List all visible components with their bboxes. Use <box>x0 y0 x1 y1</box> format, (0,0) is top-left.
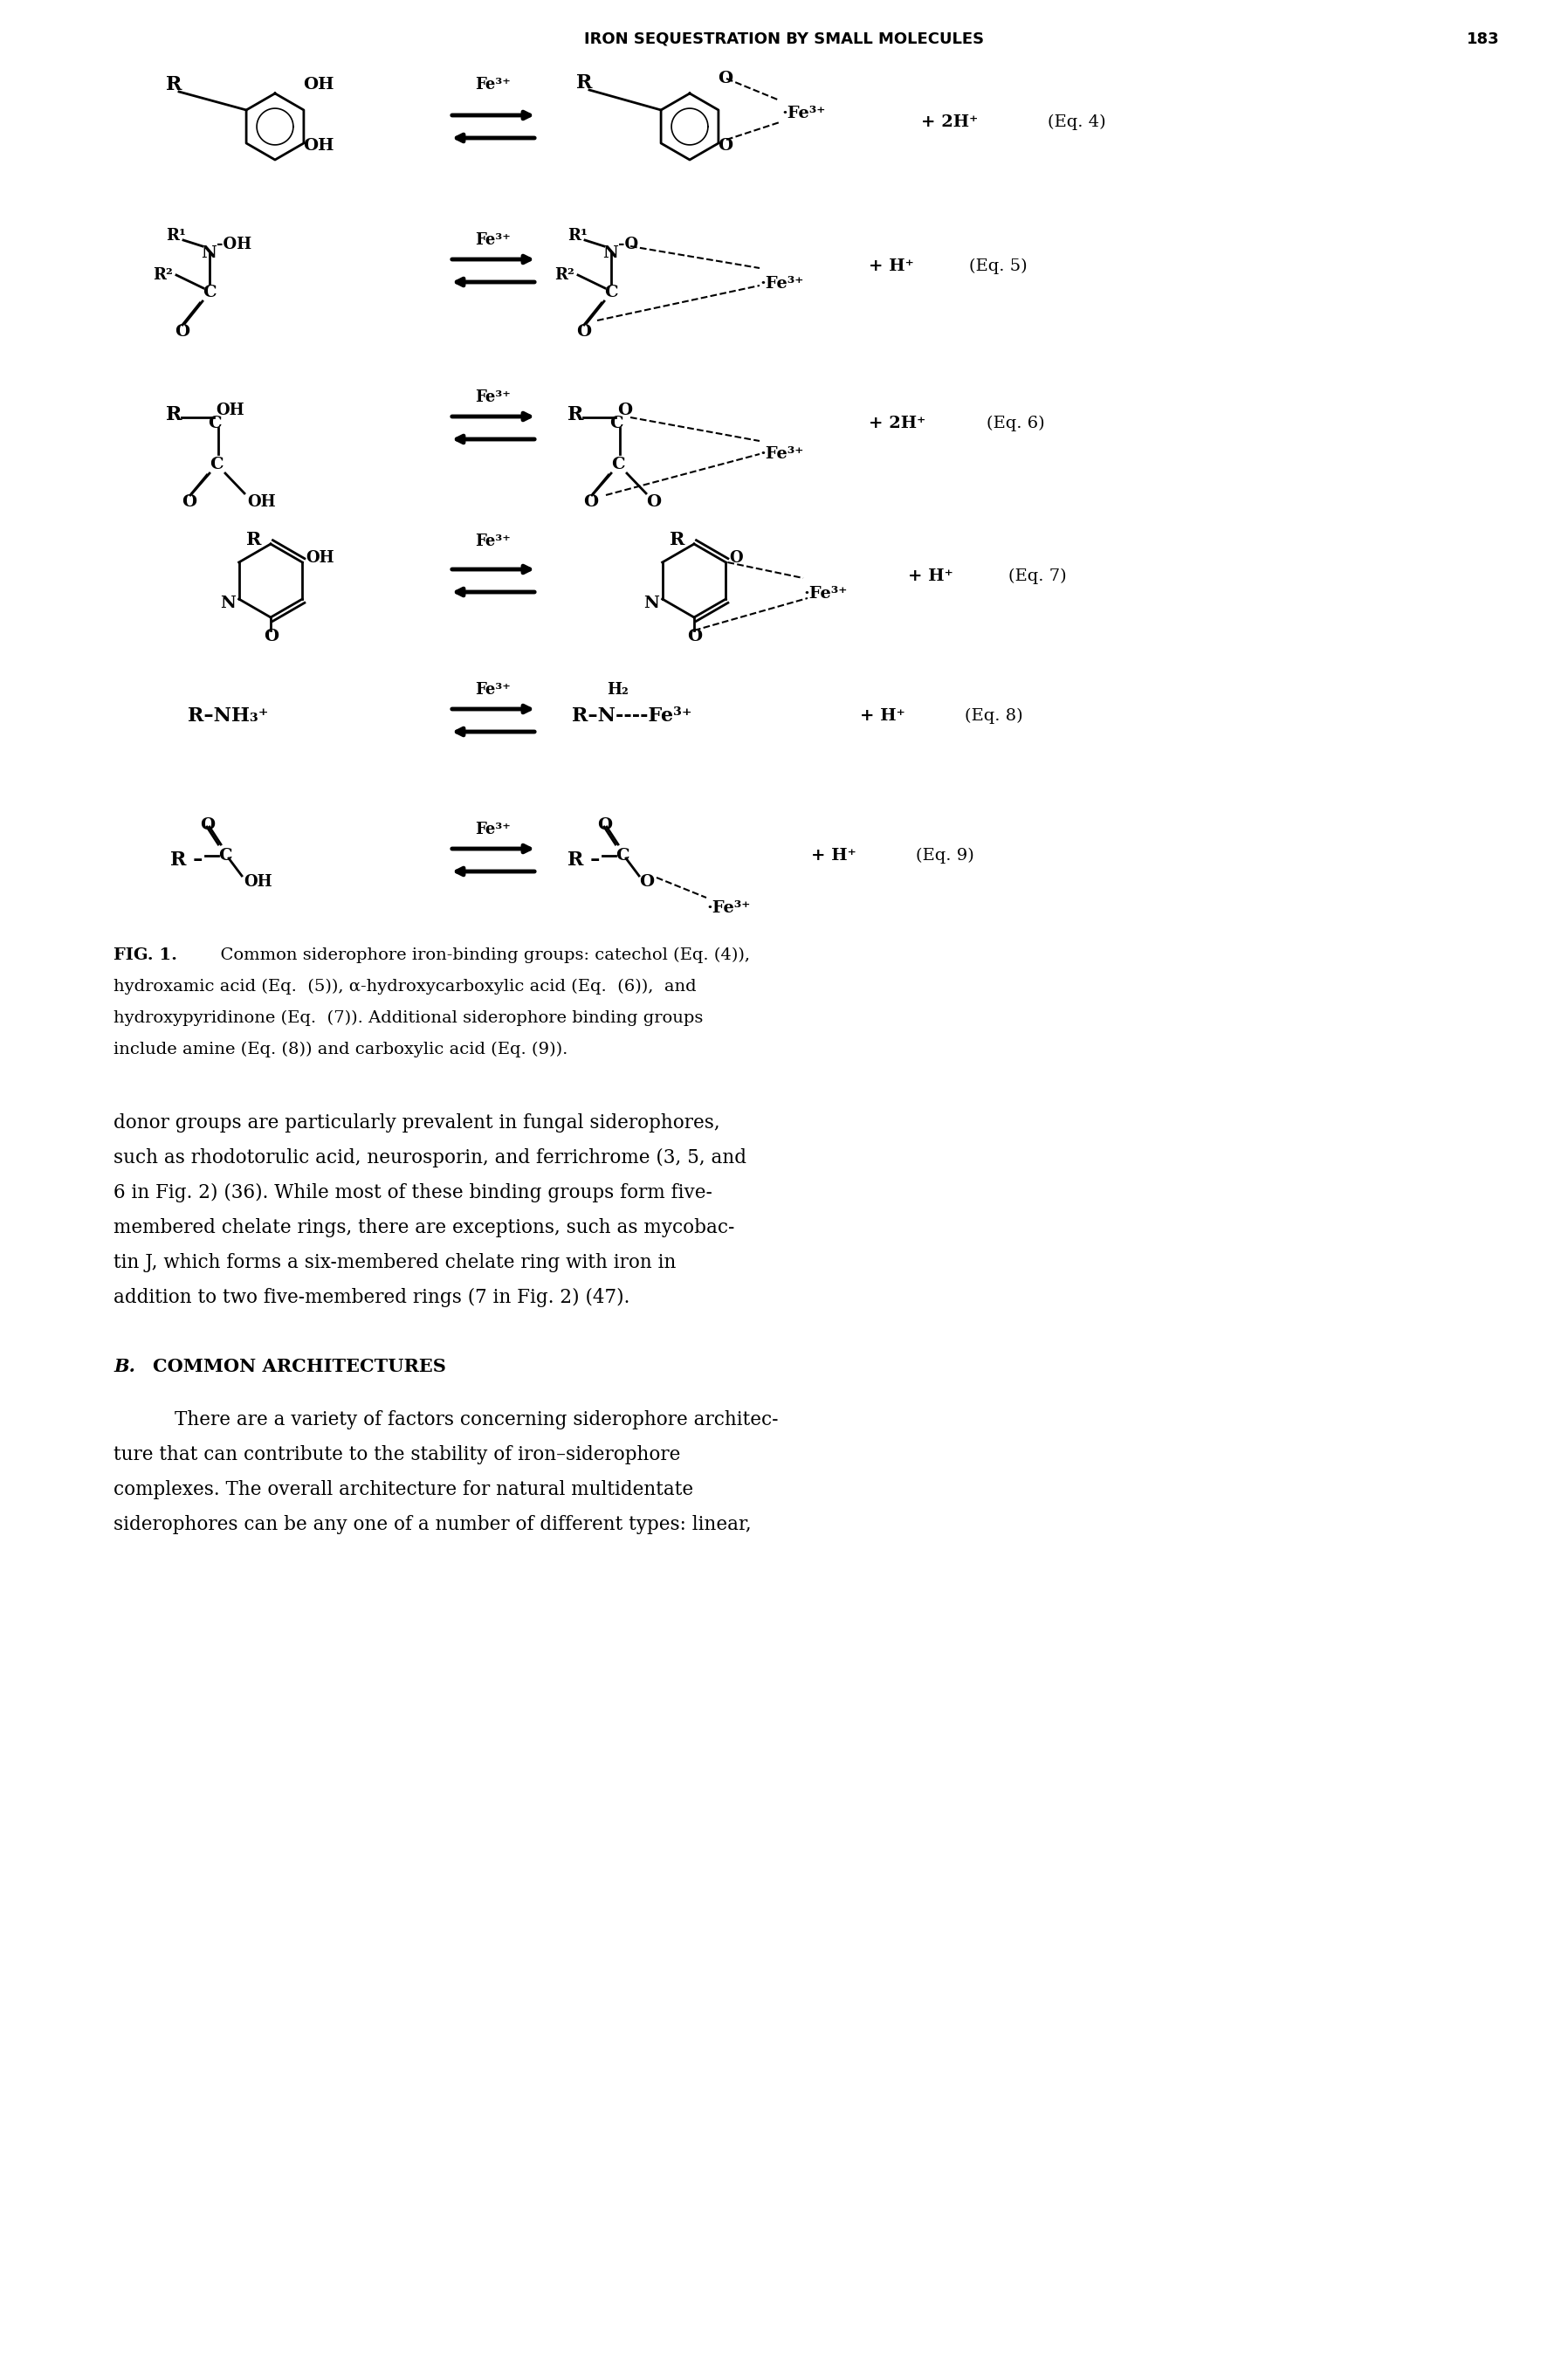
Text: H₂: H₂ <box>607 683 629 697</box>
Text: + 2H⁺: + 2H⁺ <box>869 416 925 432</box>
Text: O: O <box>718 71 732 87</box>
Text: -OH: -OH <box>216 236 251 253</box>
Text: C: C <box>218 848 232 864</box>
Text: N: N <box>643 595 659 612</box>
Text: OH: OH <box>216 402 245 418</box>
Text: C: C <box>209 416 221 432</box>
Text: R: R <box>670 531 685 548</box>
Text: IRON SEQUESTRATION BY SMALL MOLECULES: IRON SEQUESTRATION BY SMALL MOLECULES <box>583 31 985 47</box>
Text: R²: R² <box>555 267 574 283</box>
Text: O: O <box>263 628 279 645</box>
Text: OH: OH <box>248 494 276 510</box>
Text: There are a variety of factors concerning siderophore architec-: There are a variety of factors concernin… <box>174 1410 778 1429</box>
Text: R¹: R¹ <box>568 227 588 243</box>
Text: complexes. The overall architecture for natural multidentate: complexes. The overall architecture for … <box>113 1481 693 1500</box>
Text: (Eq. 4): (Eq. 4) <box>1047 113 1105 130</box>
Text: R²: R² <box>152 267 172 283</box>
Text: R¹: R¹ <box>166 227 187 243</box>
Text: Fe³⁺: Fe³⁺ <box>475 231 511 248</box>
Text: O: O <box>729 550 743 567</box>
Text: Fe³⁺: Fe³⁺ <box>475 822 511 839</box>
Text: ture that can contribute to the stability of iron–siderophore: ture that can contribute to the stabilit… <box>113 1446 681 1464</box>
Text: R: R <box>246 531 262 548</box>
Text: OH: OH <box>306 550 334 567</box>
Text: ·Fe³⁺: ·Fe³⁺ <box>759 446 803 463</box>
Text: + 2H⁺: + 2H⁺ <box>920 113 978 130</box>
Text: R –: R – <box>171 850 202 869</box>
Text: ·Fe³⁺: ·Fe³⁺ <box>803 586 847 602</box>
Text: O: O <box>583 494 597 510</box>
Text: N: N <box>602 246 618 262</box>
Text: FIG. 1.: FIG. 1. <box>113 947 177 964</box>
Text: C: C <box>616 848 629 864</box>
Text: C: C <box>610 416 622 432</box>
Text: + H⁺: + H⁺ <box>869 257 914 274</box>
Text: O: O <box>597 817 612 834</box>
Text: Fe³⁺: Fe³⁺ <box>475 78 511 92</box>
Text: 6 in Fig. 2) (36). While most of these binding groups form five-: 6 in Fig. 2) (36). While most of these b… <box>113 1183 712 1202</box>
Text: O: O <box>646 494 662 510</box>
Text: Fe³⁺: Fe³⁺ <box>475 390 511 406</box>
Text: Fe³⁺: Fe³⁺ <box>475 534 511 550</box>
Text: O: O <box>201 817 215 834</box>
Text: hydroxypyridinone (Eq.  (7)). Additional siderophore binding groups: hydroxypyridinone (Eq. (7)). Additional … <box>113 1011 702 1025</box>
Text: ·Fe³⁺: ·Fe³⁺ <box>759 276 803 291</box>
Text: O: O <box>575 324 591 340</box>
Text: C: C <box>604 286 618 300</box>
Text: 183: 183 <box>1466 31 1499 47</box>
Text: hydroxamic acid (Eq.  (5)), α-hydroxycarboxylic acid (Eq.  (6)),  and: hydroxamic acid (Eq. (5)), α-hydroxycarb… <box>113 978 696 994</box>
Text: + H⁺: + H⁺ <box>811 848 856 864</box>
Text: COMMON ARCHITECTURES: COMMON ARCHITECTURES <box>152 1358 445 1375</box>
Text: tin J, which forms a six-membered chelate ring with iron in: tin J, which forms a six-membered chelat… <box>113 1252 676 1273</box>
Text: R–N----Fe³⁺: R–N----Fe³⁺ <box>572 706 691 725</box>
Text: O: O <box>174 324 190 340</box>
Text: OH: OH <box>243 874 273 890</box>
Text: C: C <box>612 456 624 472</box>
Text: C: C <box>210 456 223 472</box>
Text: membered chelate rings, there are exceptions, such as mycobac-: membered chelate rings, there are except… <box>113 1219 734 1238</box>
Text: (Eq. 7): (Eq. 7) <box>1008 569 1066 583</box>
Text: donor groups are particularly prevalent in fungal siderophores,: donor groups are particularly prevalent … <box>113 1113 720 1131</box>
Text: O: O <box>640 874 654 890</box>
Text: O: O <box>718 137 732 154</box>
Text: O: O <box>182 494 196 510</box>
Text: Fe³⁺: Fe³⁺ <box>475 683 511 697</box>
Text: (Eq. 8): (Eq. 8) <box>964 709 1022 725</box>
Text: R –: R – <box>568 850 601 869</box>
Text: O: O <box>687 628 702 645</box>
Text: OH: OH <box>303 137 334 154</box>
Text: C: C <box>202 286 216 300</box>
Text: Common siderophore iron-binding groups: catechol (Eq. (4)),: Common siderophore iron-binding groups: … <box>210 947 750 964</box>
Text: such as rhodotorulic acid, neurosporin, and ferrichrome (3, 5, and: such as rhodotorulic acid, neurosporin, … <box>113 1148 746 1167</box>
Text: (Eq. 9): (Eq. 9) <box>916 848 974 864</box>
Text: N: N <box>220 595 235 612</box>
Text: OH: OH <box>303 78 334 92</box>
Text: + H⁺: + H⁺ <box>908 569 953 583</box>
Text: siderophores can be any one of a number of different types: linear,: siderophores can be any one of a number … <box>113 1514 751 1535</box>
Text: B.: B. <box>113 1358 135 1375</box>
Text: -O: -O <box>618 236 638 253</box>
Text: R: R <box>166 406 182 425</box>
Text: addition to two five-membered rings (7 in Fig. 2) (47).: addition to two five-membered rings (7 i… <box>113 1287 630 1306</box>
Text: include amine (Eq. (8)) and carboxylic acid (Eq. (9)).: include amine (Eq. (8)) and carboxylic a… <box>113 1042 568 1058</box>
Text: + H⁺: + H⁺ <box>859 709 905 723</box>
Text: R: R <box>568 406 583 425</box>
Text: ·Fe³⁺: ·Fe³⁺ <box>706 900 750 916</box>
Text: (Eq. 5): (Eq. 5) <box>969 257 1027 274</box>
Text: R: R <box>575 73 593 92</box>
Text: R–NH₃⁺: R–NH₃⁺ <box>188 706 268 725</box>
Text: R: R <box>166 76 182 94</box>
Text: N: N <box>201 246 216 262</box>
Text: (Eq. 6): (Eq. 6) <box>986 416 1044 432</box>
Text: ·Fe³⁺: ·Fe³⁺ <box>781 106 825 120</box>
Text: O: O <box>618 402 632 418</box>
